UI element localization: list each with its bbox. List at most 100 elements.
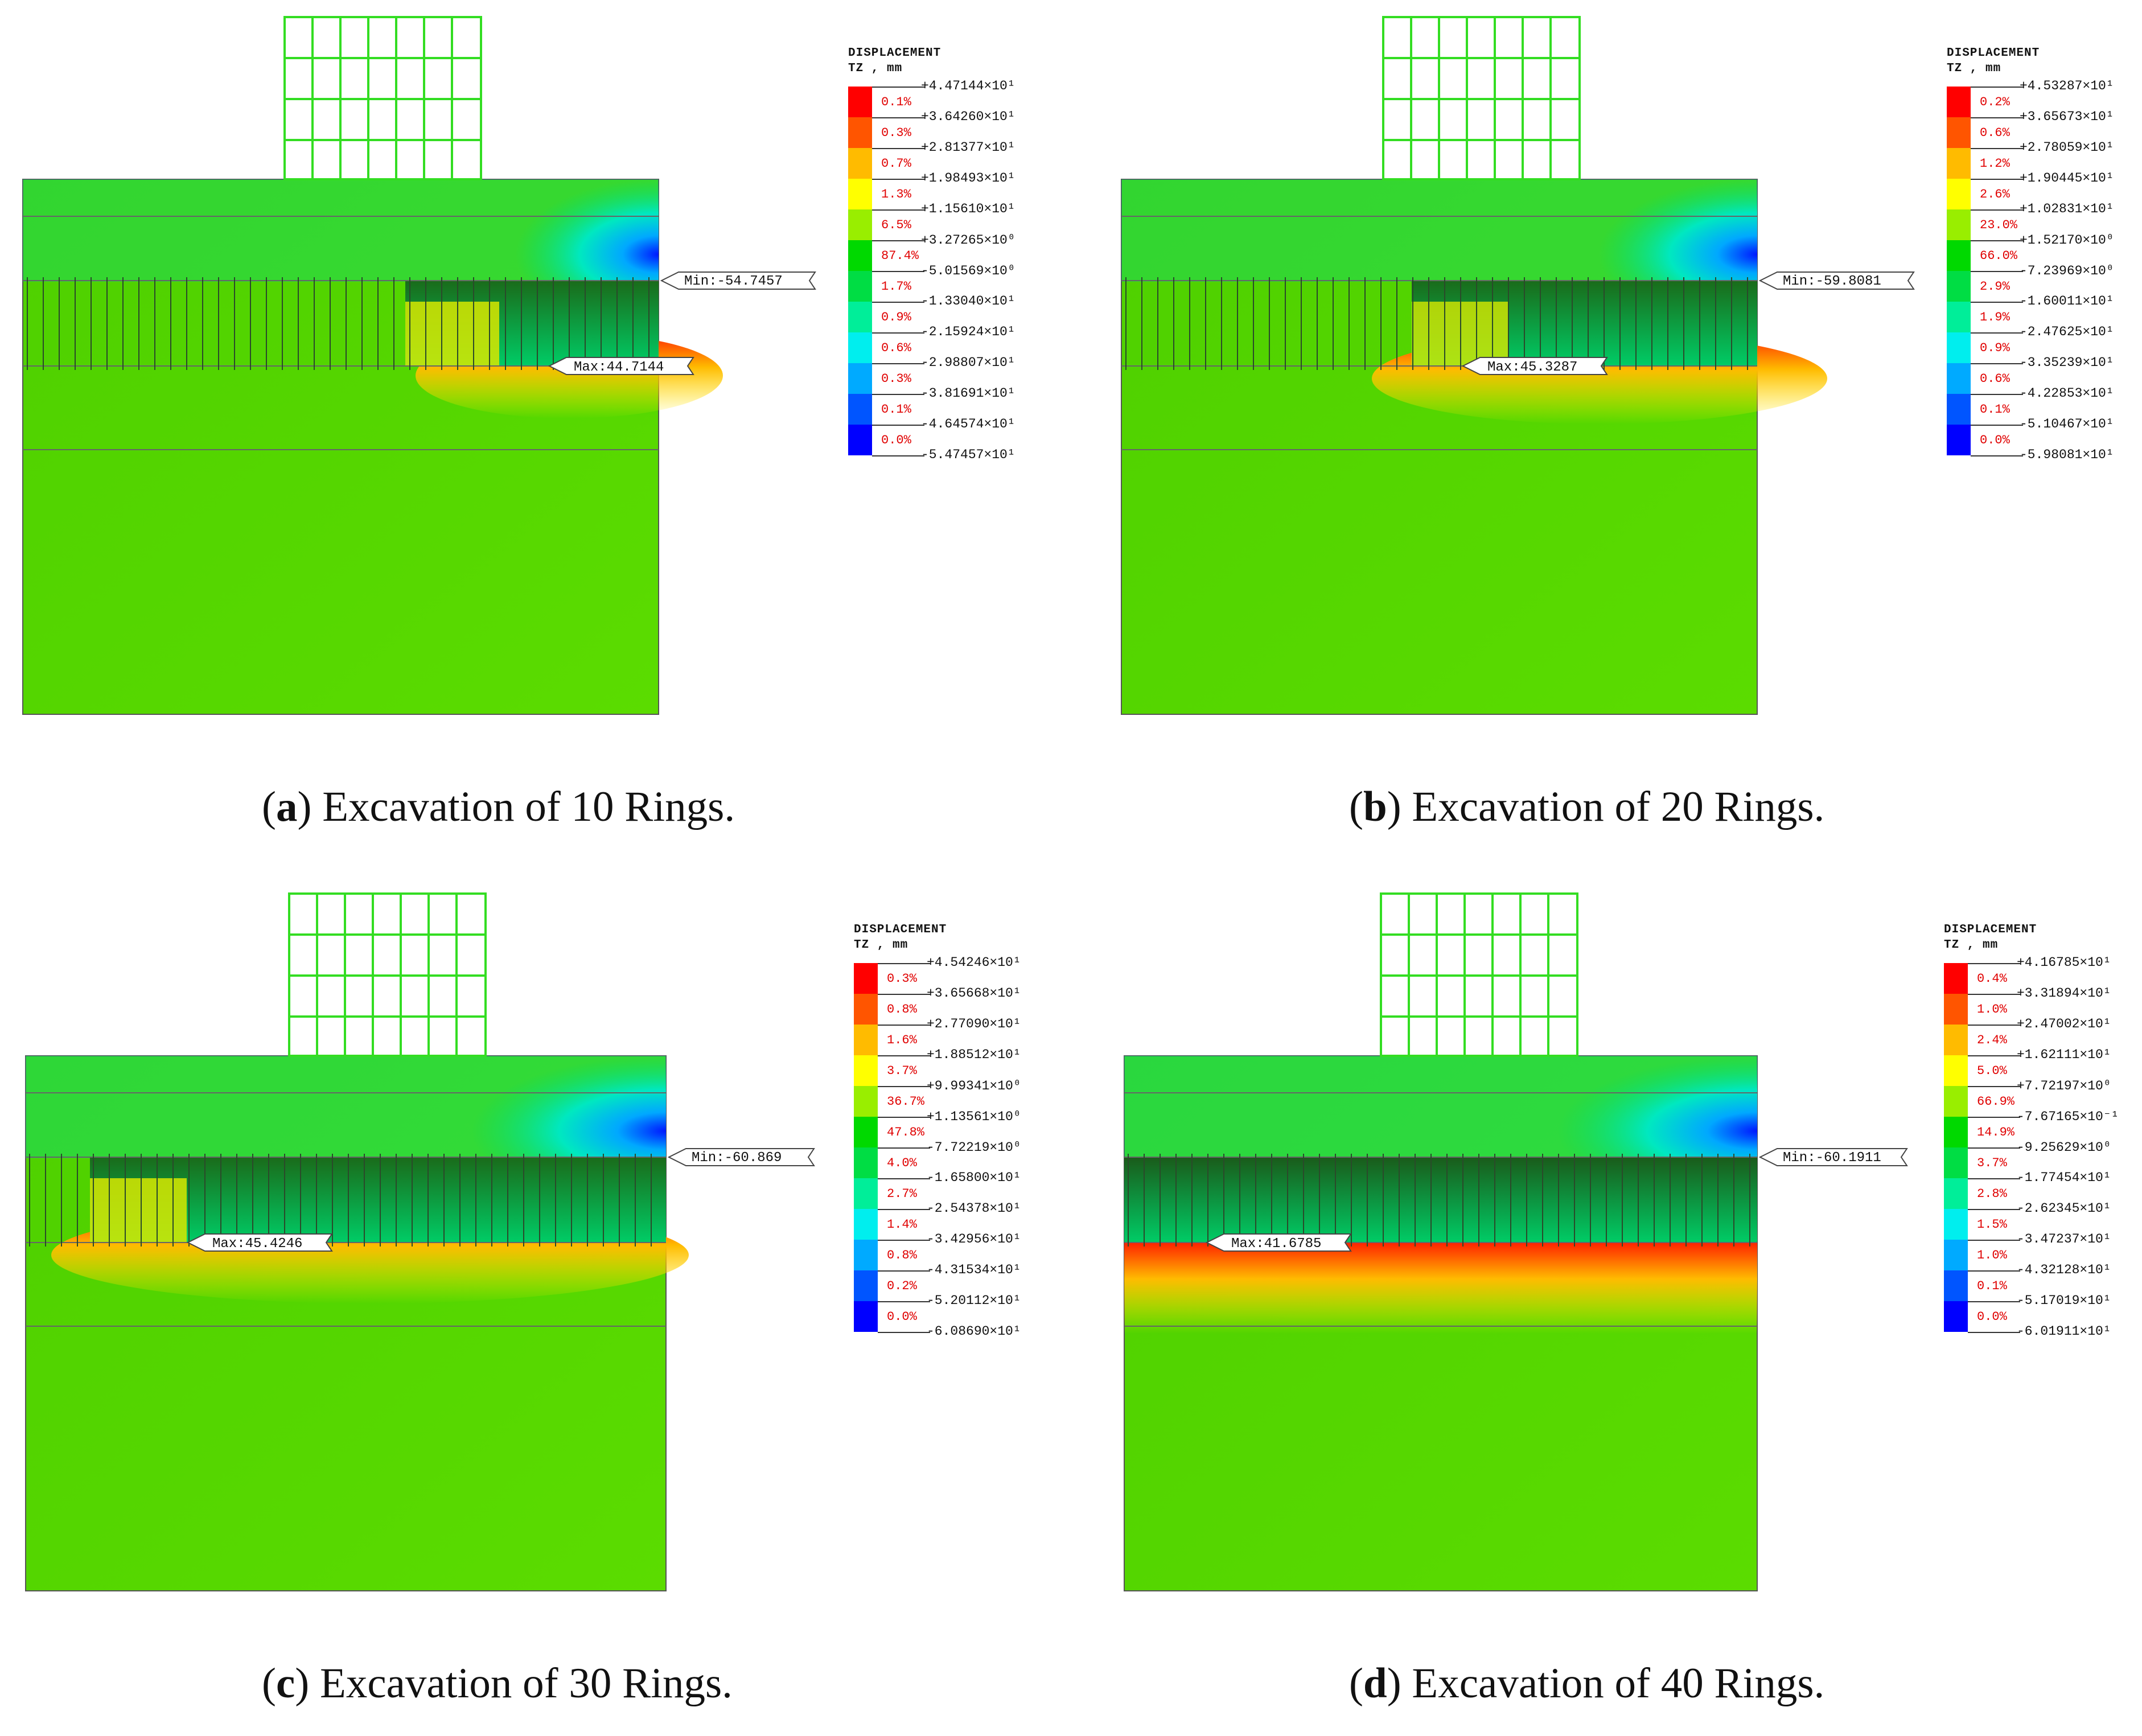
legend-percent: 6.5% [881, 218, 911, 232]
legend-row: 1.2% [1947, 148, 2142, 179]
legend-subtitle: TZ , mm [848, 62, 903, 75]
legend-swatch [854, 1147, 878, 1178]
legend-row: 87.4% [848, 240, 1053, 271]
legend-percent: 66.9% [1977, 1095, 2015, 1109]
legend-row: 6.5% [848, 209, 1053, 240]
tunnel-rings [29, 1154, 652, 1247]
legend-swatch [1947, 302, 1971, 332]
legend-swatch [1944, 963, 1968, 994]
legend-value: -4.22853×10¹ [2020, 386, 2114, 401]
svg-text:Max:41.6785: Max:41.6785 [1231, 1236, 1321, 1252]
legend-percent: 0.3% [887, 972, 917, 986]
legend-swatch [1947, 332, 1971, 363]
legend-row: 23.0% [1947, 209, 2142, 240]
legend-value: -7.72219×10⁰ [927, 1140, 1021, 1155]
contour-plot-c: Min:-60.869 Max:45.4246 [25, 892, 815, 1591]
legend-value: -1.65800×10¹ [927, 1170, 1021, 1185]
legend-percent: 0.1% [1977, 1279, 2007, 1293]
max-label-b: Max:45.3287 [1461, 357, 1608, 375]
legend-percent: 0.0% [1977, 1310, 2007, 1324]
legend-value: -2.47625×10¹ [2020, 324, 2114, 339]
legend-value: +9.99341×10⁰ [927, 1079, 1021, 1093]
legend-percent: 0.3% [881, 372, 911, 386]
legend-row: 1.0% [1944, 994, 2142, 1025]
legend-swatch [1947, 117, 1971, 148]
legend-value: -7.67165×10⁻¹ [2017, 1109, 2119, 1124]
legend-value: -4.32128×10¹ [2017, 1262, 2111, 1277]
legend-row: 0.8% [854, 1240, 1059, 1270]
legend-row: 0.8% [854, 994, 1059, 1025]
legend-value: -5.10467×10¹ [2020, 417, 2114, 431]
legend-value: +2.77090×10¹ [927, 1017, 1021, 1031]
legend-swatch [848, 271, 872, 302]
legend-percent: 4.0% [887, 1156, 917, 1170]
legend-swatch [1947, 363, 1971, 394]
legend-swatch [848, 117, 872, 148]
legend-swatch [1944, 1117, 1968, 1147]
legend-swatch [848, 363, 872, 394]
contour-plot-d: Min:-60.1911 Max:41.6785 [1124, 892, 1908, 1591]
legend-row: 0.1% [1947, 394, 2142, 425]
legend-swatch [854, 1025, 878, 1055]
legend-value: +3.64260×10¹ [921, 109, 1016, 124]
legend-row: 0.6% [1947, 117, 2142, 148]
legend-swatch [1944, 1240, 1968, 1270]
legend-swatch [1947, 394, 1971, 425]
legend-percent: 0.2% [1980, 95, 2010, 109]
legend-value: -5.47457×10¹ [921, 447, 1016, 462]
legend-percent: 1.5% [1977, 1217, 2007, 1232]
legend-value: -5.17019×10¹ [2017, 1293, 2111, 1308]
legend-value: +1.02831×10¹ [2020, 201, 2114, 216]
legend-swatch [854, 1178, 878, 1209]
legend-row: 0.3% [848, 363, 1053, 394]
legend-row: 0.0% [854, 1301, 1059, 1332]
legend-swatch [848, 394, 872, 425]
legend-percent: 2.6% [1980, 187, 2010, 201]
legend-value: -3.42956×10¹ [927, 1232, 1021, 1247]
legend-percent: 1.2% [1980, 157, 2010, 171]
legend-row: 2.7% [854, 1178, 1059, 1209]
legend-value: +4.47144×10¹ [921, 79, 1016, 93]
legend-swatch [848, 332, 872, 363]
legend-value: +2.81377×10¹ [921, 140, 1016, 155]
legend-swatch [1947, 148, 1971, 179]
svg-text:Max:45.4246: Max:45.4246 [212, 1236, 302, 1252]
legend-row: 0.1% [848, 87, 1053, 117]
panel-d: Min:-60.1911 Max:41.6785 DISPLACEMENT TZ… [1099, 877, 2142, 1736]
legend-percent: 0.0% [881, 433, 911, 447]
caption-a: (a) Excavation of 10 Rings. [262, 783, 735, 830]
legend-swatch [854, 1301, 878, 1332]
legend-percent: 47.8% [887, 1125, 925, 1139]
legend-row: 0.1% [848, 394, 1053, 425]
legend-row: 0.2% [1947, 87, 2142, 117]
legend-percent: 2.9% [1980, 279, 2010, 294]
min-label-c: Min:-60.869 [667, 1148, 815, 1166]
legend-row: 14.9% [1944, 1117, 2142, 1147]
legend-value: +1.52170×10⁰ [2020, 233, 2114, 248]
legend-percent: 1.9% [1980, 310, 2010, 324]
legend-swatch [1947, 179, 1971, 209]
max-label-a: Max:44.7144 [548, 357, 694, 375]
legend-percent: 2.7% [887, 1187, 917, 1201]
legend-title: DISPLACEMENT [854, 923, 947, 936]
tunnel-rings [1128, 1154, 1750, 1247]
legend-row: 0.6% [1947, 363, 2142, 394]
caption-b: (b) Excavation of 20 Rings. [1349, 783, 1825, 830]
legend-row: 1.0% [1944, 1240, 2142, 1270]
legend-percent: 2.8% [1977, 1187, 2007, 1201]
legend-row: 0.4% [1944, 963, 2142, 994]
legend-row: 36.7% [854, 1086, 1059, 1117]
legend-swatch [848, 302, 872, 332]
legend-value: +2.47002×10¹ [2017, 1017, 2111, 1031]
tunnel-rings [27, 277, 649, 370]
legend-swatch [1947, 240, 1971, 271]
legend-value: -1.33040×10¹ [921, 294, 1016, 308]
legend-row: 0.0% [1947, 425, 2142, 455]
svg-text:Max:44.7144: Max:44.7144 [574, 360, 664, 375]
legend-value: +1.15610×10¹ [921, 201, 1016, 216]
legend-percent: 1.3% [881, 187, 911, 201]
legend-percent: 2.4% [1977, 1033, 2007, 1047]
contour-plot-a: Min:-54.7457 Max:44.7144 [22, 16, 816, 715]
legend-value: +1.13561×10⁰ [927, 1109, 1021, 1124]
legend-value: -5.01569×10⁰ [921, 264, 1016, 278]
